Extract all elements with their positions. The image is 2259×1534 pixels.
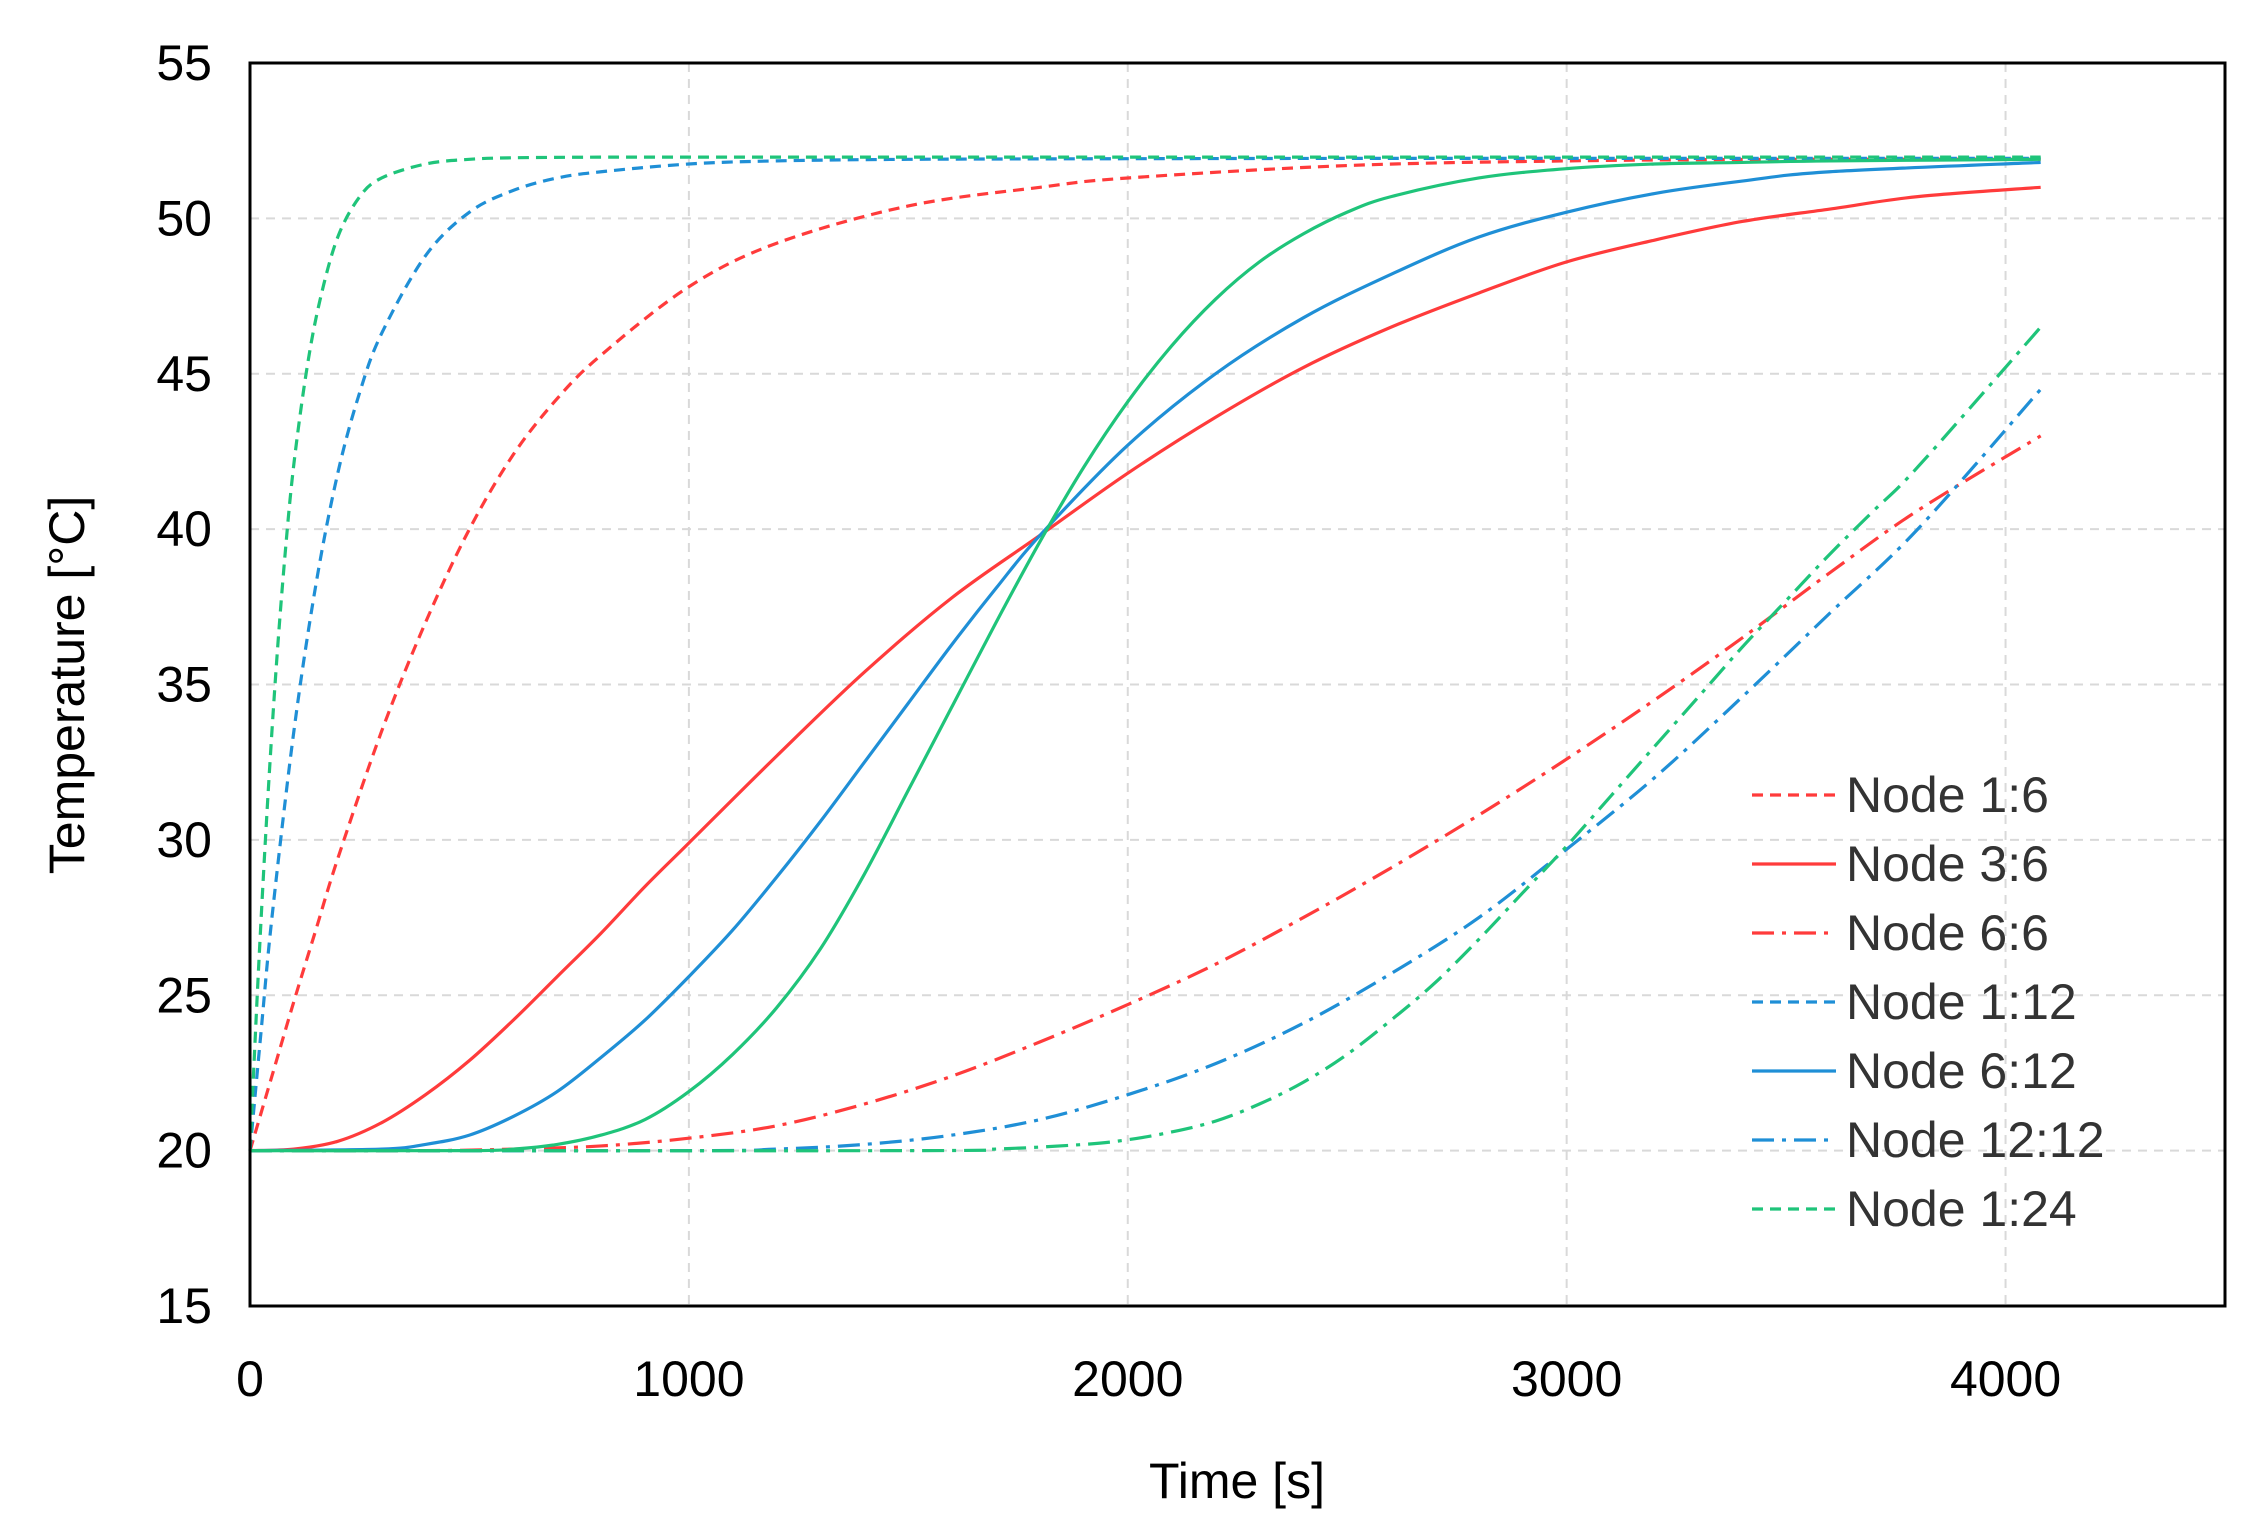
series-line-4: [249, 160, 2041, 1153]
legend-label: Node 6:6: [1846, 905, 2049, 961]
legend-label: Node 12:12: [1846, 1112, 2105, 1168]
series-line-7: [249, 157, 2041, 1153]
y-axis-title: Temperature [°C]: [39, 496, 95, 874]
series-line-2: [249, 434, 2042, 1153]
legend-label: Node 1:6: [1846, 767, 2049, 823]
y-tick-label: 45: [156, 346, 212, 402]
tick-layer: 0 1000 2000 3000 4000 15 20 25 30 35 40 45 50 55: [156, 35, 2061, 1407]
x-tick-label: 4000: [1950, 1351, 2061, 1407]
x-axis-title: Time [s]: [1149, 1453, 1325, 1509]
series-line-5: [249, 388, 2042, 1153]
legend-label: Node 6:12: [1846, 1043, 2077, 1099]
y-tick-label: 35: [156, 657, 212, 713]
y-tick-label: 40: [156, 501, 212, 557]
y-tick-label: 15: [156, 1278, 212, 1334]
plot-frame: [248, 61, 2227, 1308]
y-tick-label: 55: [156, 35, 212, 91]
series-line-1: [249, 185, 2041, 1153]
y-tick-label: 30: [156, 812, 212, 868]
y-tick-label: 20: [156, 1123, 212, 1179]
legend: Node 1:6 Node 3:6 Node 6:6 Node 1:12 Node 6:…: [1752, 767, 2105, 1237]
series-line-0: [248, 157, 2041, 1152]
legend-label: Node 1:12: [1846, 974, 2077, 1030]
series-line-8: [249, 326, 2042, 1153]
x-tick-label: 0: [236, 1351, 264, 1407]
x-tick-label: 3000: [1511, 1351, 1622, 1407]
x-tick-label: 1000: [633, 1351, 744, 1407]
legend-label: Node 3:6: [1846, 836, 2049, 892]
y-tick-label: 25: [156, 967, 212, 1023]
legend-label: Node 1:24: [1846, 1181, 2077, 1237]
y-tick-label: 50: [156, 190, 212, 246]
series-layer: [248, 155, 2042, 1153]
series-line-6: [248, 155, 2041, 1151]
x-tick-label: 2000: [1072, 1351, 1183, 1407]
